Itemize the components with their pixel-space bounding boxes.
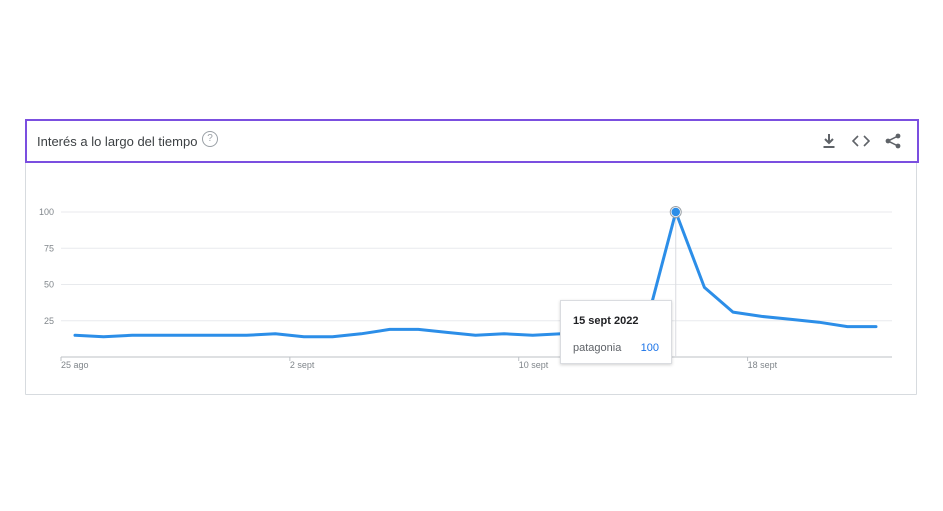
embed-icon[interactable] [851,131,871,151]
chart-tooltip: 15 sept 2022 patagonia 100 [560,300,672,364]
tooltip-term: patagonia [573,342,622,354]
interest-over-time-card: Interés a lo largo del tiempo ? [25,119,919,395]
help-icon[interactable]: ? [202,131,218,147]
share-icon[interactable] [883,131,903,151]
card-title: Interés a lo largo del tiempo [37,134,198,149]
card-actions [819,131,903,151]
tooltip-date: 15 sept 2022 [573,315,639,327]
tooltip-value: 100 [640,342,659,354]
card-header: Interés a lo largo del tiempo ? [25,119,919,163]
download-icon[interactable] [819,131,839,151]
